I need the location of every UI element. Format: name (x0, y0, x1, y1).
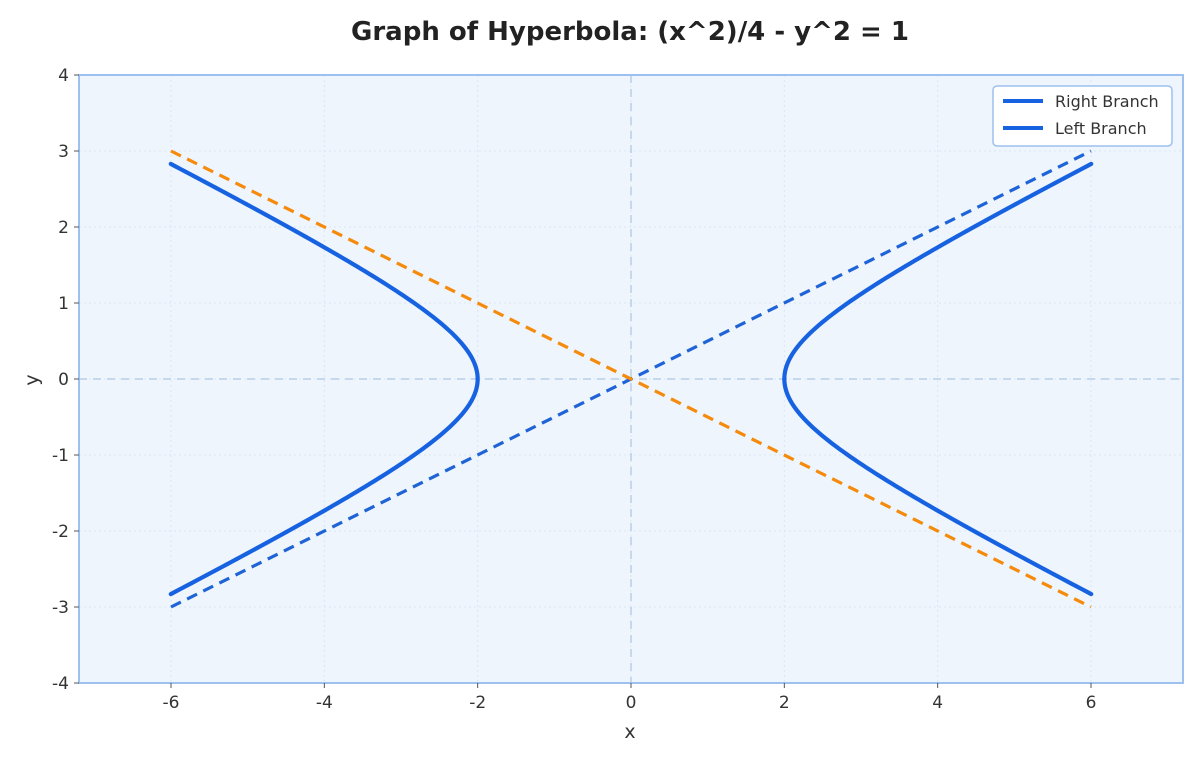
x-axis-ticks: -6 -4 -2 0 2 4 6 (163, 683, 1097, 713)
y-axis-ticks: -4 -3 -2 -1 0 1 2 3 4 (52, 66, 79, 694)
y-tick-label: -2 (52, 522, 69, 542)
x-tick-label: 6 (1086, 693, 1097, 713)
x-tick-label: 0 (626, 693, 637, 713)
x-tick-label: 4 (932, 693, 943, 713)
asymptotes (170, 149, 1092, 609)
series-line-left-branch (168, 161, 480, 597)
series-lines (168, 161, 1094, 597)
x-tick-label: -2 (469, 693, 486, 713)
series-line-right-branch (782, 161, 1094, 597)
y-tick-label: 0 (58, 370, 69, 390)
y-tick-label: -3 (52, 598, 69, 618)
y-tick-label: 4 (58, 66, 69, 86)
x-tick-label: -4 (316, 693, 333, 713)
legend: Right Branch Left Branch (992, 85, 1173, 147)
y-tick-label: -1 (52, 446, 69, 466)
y-tick-label: 3 (58, 142, 69, 162)
x-tick-label: 2 (779, 693, 790, 713)
x-axis-label: x (624, 721, 635, 743)
x-tick-label: -6 (163, 693, 180, 713)
y-tick-label: 1 (58, 294, 69, 314)
y-tick-label: -4 (52, 674, 69, 694)
legend-label-left-branch: Left Branch (1055, 119, 1147, 138)
y-axis-label: y (21, 374, 43, 385)
asymptote-line-2 (170, 149, 1092, 609)
chart-title: Graph of Hyperbola: (x^2)/4 - y^2 = 1 (351, 17, 909, 47)
legend-label-right-branch: Right Branch (1055, 92, 1159, 111)
y-tick-label: 2 (58, 218, 69, 238)
